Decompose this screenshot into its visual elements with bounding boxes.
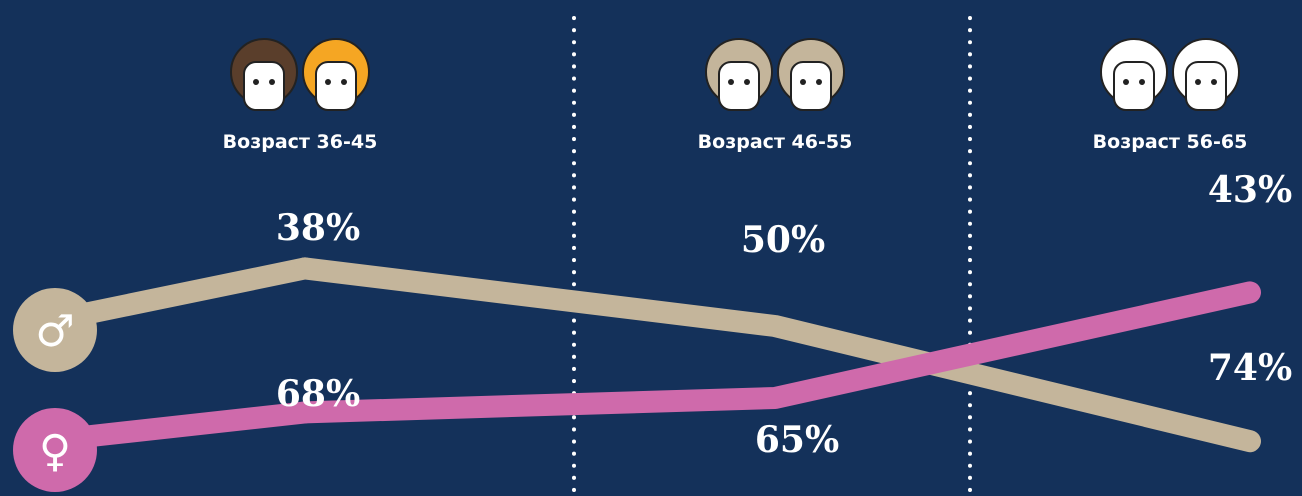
eye (728, 79, 734, 85)
gender-symbol: ♀ (39, 426, 71, 477)
eye (1123, 79, 1129, 85)
value-label: 50% (741, 219, 825, 261)
eye (744, 79, 750, 85)
value-label: 43% (1208, 169, 1292, 211)
face (1113, 61, 1155, 111)
gender-icon (13, 408, 97, 492)
face (243, 61, 285, 111)
gender-icon (13, 288, 97, 372)
eye (1195, 79, 1201, 85)
face (1185, 61, 1227, 111)
gender-symbol: ♂ (35, 306, 74, 357)
connector (44, 401, 316, 451)
eye (1211, 79, 1217, 85)
eye (253, 79, 259, 85)
series-line (294, 281, 1261, 424)
faces (230, 38, 1240, 111)
face (315, 61, 357, 111)
value-label: 68% (276, 373, 360, 415)
eye (269, 79, 275, 85)
value-label: 65% (755, 419, 839, 461)
eye (1139, 79, 1145, 85)
value-label: 38% (276, 207, 360, 249)
eye (816, 79, 822, 85)
category-label: Возраст 46-55 (698, 131, 853, 153)
category-label: Возраст 56-65 (1093, 131, 1248, 153)
eye (800, 79, 806, 85)
value-label: 74% (1208, 347, 1292, 389)
eye (341, 79, 347, 85)
face (718, 61, 760, 111)
face (790, 61, 832, 111)
series-line (294, 257, 1261, 453)
eye (325, 79, 331, 85)
category-label: Возраст 36-45 (223, 131, 378, 153)
connector (44, 257, 316, 331)
